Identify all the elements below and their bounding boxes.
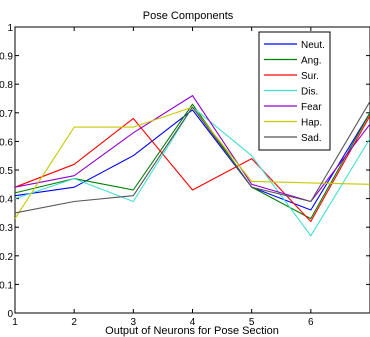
x-axis-label: Output of Neurons for Pose Section [105,325,279,337]
legend: Neut. Ang. Sur. Dis. Fear Hap. Sad. [258,31,331,151]
y-tick-label: 0.5 [0,166,13,177]
series-line-sad [14,101,370,214]
axes-layer: 0 0.1 0.2 0.3 0.4 0.5 0.6 0.7 0.8 0.9 1 1 2 3 4 5 6 [0,23,370,328]
y-tick-label: 0.4 [0,195,13,206]
legend-label: Neut. [301,40,325,51]
legend-label: Dis. [301,87,318,98]
y-tick-label: 0.6 [0,137,13,148]
y-tick-label: 0.8 [0,80,13,91]
x-tick-label: 6 [308,317,314,328]
y-tick-label: 0.7 [0,109,13,120]
x-tick-label: 3 [131,317,137,328]
x-tick-label: 2 [71,317,77,328]
legend-label: Fear [301,102,322,113]
y-tick-label: 0.3 [0,223,13,234]
legend-label: Ang. [301,56,322,67]
legend-label: Hap. [301,118,322,129]
y-tick-label: 0 [7,309,13,320]
y-tick-label: 0.1 [0,280,13,291]
x-tick-label: 5 [249,317,255,328]
y-tick-label: 0.2 [0,252,13,263]
series-layer [14,95,370,237]
y-tick-label: 1 [7,23,13,34]
legend-label: Sad. [301,133,322,144]
x-tick-label: 4 [190,317,196,328]
series-line-neut [14,109,370,211]
legend-label: Sur. [301,71,319,82]
chart-title: Pose Components [143,10,234,22]
series-line-sur [14,115,370,223]
x-tick-label: 1 [12,317,18,328]
y-tick-label: 0.9 [0,52,13,63]
